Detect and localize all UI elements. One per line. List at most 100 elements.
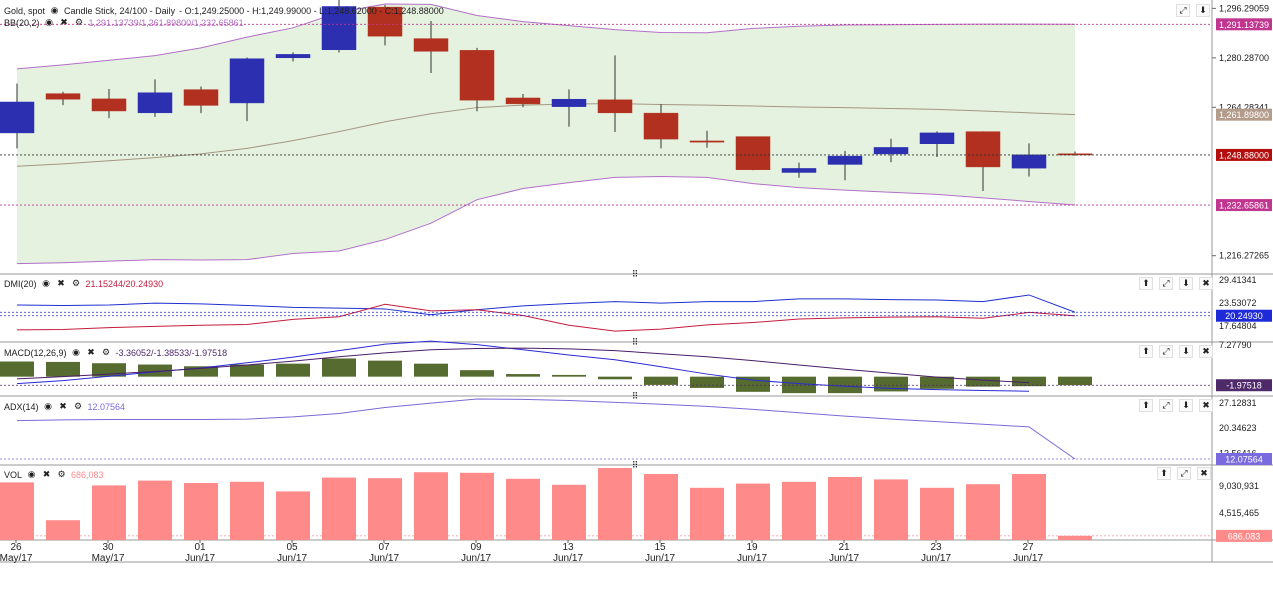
eye-icon[interactable]: ◉ <box>44 401 52 411</box>
close-icon[interactable]: ✖ <box>57 278 65 288</box>
macd-histogram-bar <box>276 363 310 377</box>
instrument-title: Gold, spot <box>4 5 46 16</box>
gear-icon[interactable]: ⚙ <box>101 347 111 357</box>
bb-values: 1,291.13739/1,261.89800/1,232.65861 <box>88 17 244 28</box>
dmi-values: 21.15244/20.24930 <box>85 278 164 289</box>
close-icon[interactable]: ✖ <box>59 401 67 411</box>
candle <box>919 132 955 144</box>
gear-icon[interactable]: ⚙ <box>57 469 66 479</box>
eye-icon[interactable]: ◉ <box>42 278 50 288</box>
date-month-label: May/17 <box>0 553 33 564</box>
move-up-icon[interactable]: ⬆ <box>1157 467 1171 480</box>
dmi-plus-line <box>16 294 1076 316</box>
eye-icon[interactable]: ◉ <box>45 17 53 27</box>
eye-icon[interactable]: ◉ <box>27 469 36 479</box>
volume-bar <box>644 474 678 540</box>
candle <box>827 155 863 165</box>
macd-histogram-bar <box>644 376 678 385</box>
date-day-label: 01 <box>194 542 206 553</box>
candle <box>873 147 909 155</box>
candle <box>321 6 357 51</box>
axis-label: 7.27790 <box>1219 340 1252 350</box>
macd-histogram-bar <box>1058 376 1092 386</box>
candle <box>505 97 541 105</box>
gear-icon[interactable]: ⚙ <box>73 401 83 411</box>
close-icon[interactable]: ✖ <box>60 17 68 27</box>
move-up-icon[interactable]: ⬆ <box>1139 277 1153 290</box>
axis-label: 23.53072 <box>1219 298 1257 308</box>
gear-icon[interactable]: ⚙ <box>71 278 81 288</box>
date-day-label: 15 <box>654 542 666 553</box>
volume-bar <box>92 485 126 540</box>
candles <box>0 0 1093 192</box>
volume-bar <box>184 483 218 540</box>
adx-line <box>16 398 1076 460</box>
value-tag <box>1216 18 1272 31</box>
candle <box>275 54 311 59</box>
value-tag <box>1216 452 1272 465</box>
value-tag <box>1216 108 1272 121</box>
axis-label: 27.12831 <box>1219 398 1257 408</box>
date-day-label: 19 <box>746 542 758 553</box>
move-up-icon[interactable]: ⬆ <box>1139 399 1153 412</box>
value-tag-label: 1,248.88000 <box>1219 150 1269 160</box>
axis-label: 29.41341 <box>1219 275 1257 285</box>
move-down-icon[interactable]: ⬇ <box>1179 399 1193 412</box>
volume-bar <box>276 491 310 540</box>
close-pane-icon[interactable]: ✖ <box>1199 345 1213 358</box>
candle <box>643 112 679 140</box>
close-pane-icon[interactable]: ✖ <box>1199 399 1213 412</box>
date-day-label: 30 <box>102 542 114 553</box>
macd-histogram-bar <box>1012 376 1046 387</box>
volume-bar <box>782 481 816 540</box>
gear-icon[interactable]: ⚙ <box>74 17 84 27</box>
axis-label: 1,296.29059 <box>1219 3 1269 13</box>
vol-header: VOL ◉ ✖ ⚙ 686,083 <box>4 469 104 480</box>
axis-label: 1,216.27265 <box>1219 251 1269 261</box>
macd-pane-controls: ⬆ ⤢ ⬇ ✖ <box>1139 345 1213 358</box>
macd-histogram-bar <box>506 374 540 377</box>
date-day-label: 13 <box>562 542 574 553</box>
value-tags: 1,291.13739 1,261.89800 1,248.88000 1,232.6… <box>0 18 1272 542</box>
close-pane-icon[interactable]: ✖ <box>1199 277 1213 290</box>
maximize-icon[interactable]: ⤢ <box>1177 467 1191 480</box>
volume-bar <box>1012 474 1046 540</box>
ohlc-readout: - O:1,249.25000 - H:1,249.99000 - L:1,24… <box>179 5 444 16</box>
close-icon[interactable]: ✖ <box>87 347 95 357</box>
maximize-icon[interactable]: ⤢ <box>1176 4 1190 17</box>
eye-icon[interactable]: ◉ <box>72 347 80 357</box>
macd-plot <box>0 340 1212 394</box>
dmi-pane-controls: ⬆ ⤢ ⬇ ✖ <box>1139 277 1213 290</box>
maximize-icon[interactable]: ⤢ <box>1159 399 1173 412</box>
move-down-icon[interactable]: ⬇ <box>1179 345 1193 358</box>
move-up-icon[interactable]: ⬆ <box>1139 345 1153 358</box>
move-down-icon[interactable]: ⬇ <box>1196 4 1210 17</box>
candle <box>413 38 449 52</box>
candle <box>45 93 81 100</box>
close-pane-icon[interactable]: ✖ <box>1197 467 1211 480</box>
value-tag-label: 686,083 <box>1228 531 1261 541</box>
adx-line <box>0 398 1212 460</box>
date-month-label: Jun/17 <box>277 553 307 564</box>
macd-histogram-bar <box>552 374 586 377</box>
value-tag <box>1216 529 1272 542</box>
axis-label: 17.64804 <box>1219 321 1257 331</box>
move-down-icon[interactable]: ⬇ <box>1179 277 1193 290</box>
adx-label: ADX(14) <box>4 401 39 412</box>
maximize-icon[interactable]: ⤢ <box>1159 277 1173 290</box>
value-tag-label: 1,261.89800 <box>1219 110 1269 120</box>
axis-label: 9,030,931 <box>1219 481 1259 491</box>
volume-bar <box>736 483 770 540</box>
date-month-label: Jun/17 <box>921 553 951 564</box>
close-icon[interactable]: ✖ <box>42 469 51 479</box>
maximize-icon[interactable]: ⤢ <box>1159 345 1173 358</box>
eye-icon[interactable]: ◉ <box>50 5 59 15</box>
volume-bar <box>506 478 540 540</box>
volume-bar <box>414 472 448 540</box>
axis-label: 1,264.28341 <box>1219 102 1269 112</box>
macd-histogram-bar <box>322 358 356 377</box>
macd-histogram-bar <box>0 361 34 377</box>
date-day-label: 05 <box>286 542 298 553</box>
candle <box>597 99 633 114</box>
